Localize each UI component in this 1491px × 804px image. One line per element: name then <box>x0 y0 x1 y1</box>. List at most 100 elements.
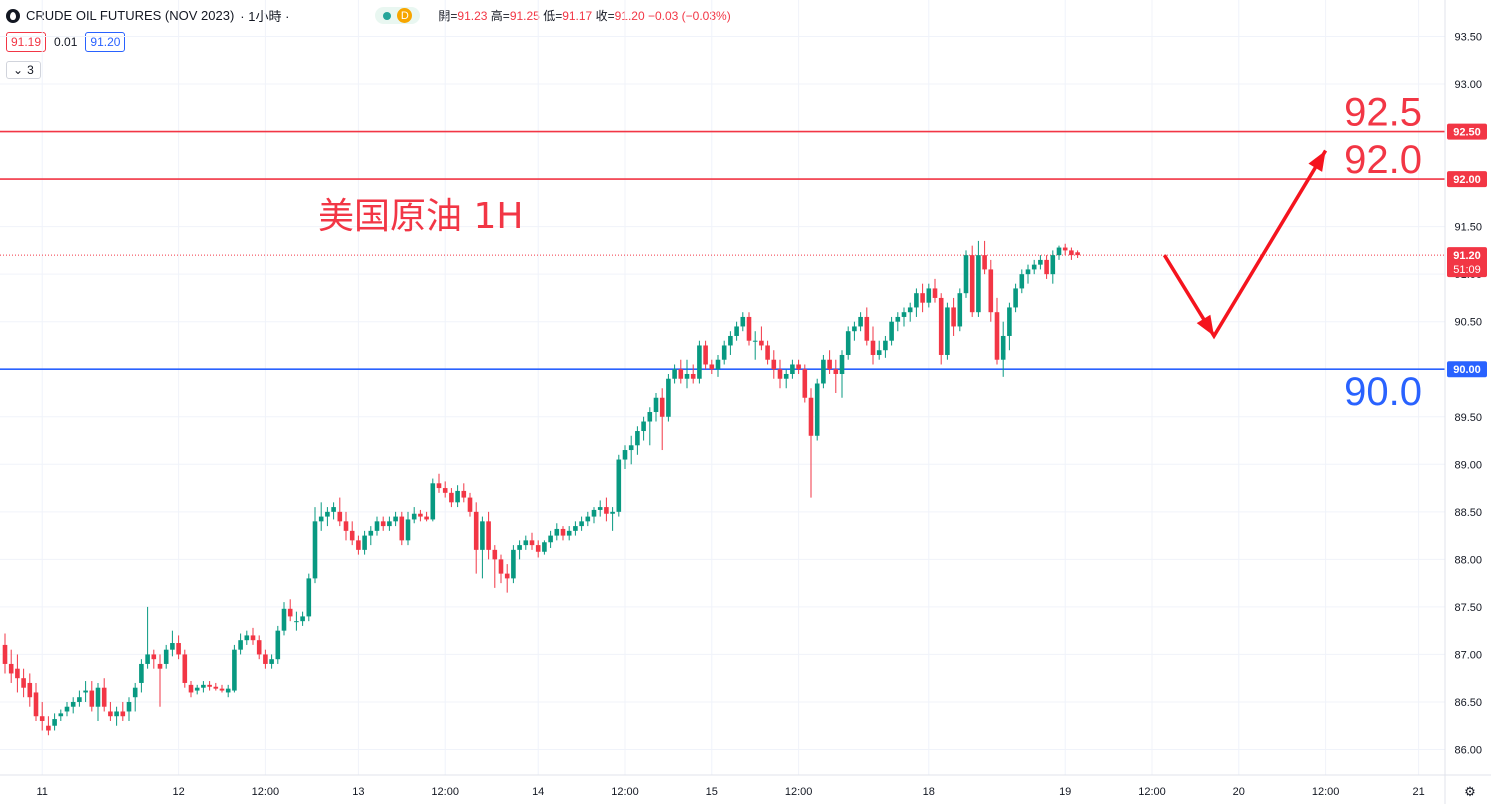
candle-body <box>294 621 299 623</box>
candle-body <box>721 345 727 360</box>
candle-body <box>1038 259 1043 265</box>
settings-gear-icon[interactable]: ⚙ <box>1464 784 1476 799</box>
candle-body <box>560 528 566 536</box>
candle-body <box>83 690 88 693</box>
candle-body <box>653 397 659 413</box>
candle <box>442 481 448 498</box>
candle-body <box>120 711 126 717</box>
candle-body <box>374 521 380 531</box>
candle <box>585 511 591 527</box>
market-status-badge[interactable]: D <box>375 7 421 24</box>
candle-body <box>765 345 770 360</box>
indicators-toggle-button[interactable]: ⌄ 3 <box>6 61 41 79</box>
candle <box>182 649 188 688</box>
candle-body <box>920 293 925 303</box>
candle <box>157 654 163 707</box>
candle-body <box>52 719 57 726</box>
last-price-label: 91.20 <box>1453 250 1481 262</box>
candle-body <box>566 530 572 536</box>
candle-body <box>114 711 119 717</box>
candle <box>969 245 975 317</box>
candle <box>790 359 795 379</box>
candle <box>387 516 392 531</box>
candle <box>461 483 467 503</box>
candle-body <box>151 654 157 660</box>
candle <box>250 627 256 645</box>
candle <box>858 312 863 332</box>
candle-body <box>976 255 981 313</box>
candle-body <box>399 516 405 541</box>
candle <box>492 545 498 588</box>
symbol-title[interactable]: CRUDE OIL FUTURES (NOV 2023) <box>26 8 235 23</box>
candle-body <box>498 559 504 574</box>
candle-body <box>932 288 938 298</box>
candle <box>244 630 250 645</box>
candle-body <box>1050 255 1056 275</box>
candle <box>1044 255 1049 279</box>
price-tick-label: 90.50 <box>1454 317 1482 329</box>
candle-body <box>839 354 845 374</box>
candle <box>821 354 826 389</box>
candle <box>920 283 925 313</box>
candle <box>938 293 944 365</box>
candle <box>839 350 845 398</box>
sell-price-button[interactable]: 91.19 <box>6 32 47 52</box>
candle-body <box>405 519 411 541</box>
time-tick-label: 18 <box>923 786 935 798</box>
candle <box>783 369 789 389</box>
candle-body <box>814 383 820 436</box>
candle <box>263 649 268 669</box>
candle-body <box>1031 264 1037 270</box>
candle <box>802 364 808 403</box>
candle-body <box>790 364 795 374</box>
candle <box>318 502 324 531</box>
candle <box>362 530 367 555</box>
candle-body <box>132 687 138 698</box>
candle <box>827 350 832 374</box>
candle <box>393 511 398 527</box>
candle-body <box>697 345 702 379</box>
candle <box>597 500 603 517</box>
candle-body <box>473 511 479 550</box>
candle-body <box>715 359 721 370</box>
candle <box>399 511 405 546</box>
time-axis[interactable]: 11 12 12:00 13 12:00 14 12:00 15 12:00 18 19 12:00 2… <box>0 774 1491 799</box>
candle-body <box>876 350 882 355</box>
candle-body <box>833 369 839 374</box>
candle-body <box>256 640 262 655</box>
candle-body <box>777 369 783 379</box>
candle <box>709 359 715 374</box>
close-value: 91.20 <box>614 9 645 23</box>
candle-body <box>591 509 597 517</box>
candle-body <box>325 511 330 517</box>
candle-body <box>108 711 113 717</box>
candle <box>876 340 882 360</box>
candle <box>907 302 913 322</box>
candle-body <box>492 549 498 560</box>
candle-body <box>287 608 293 617</box>
candle <box>926 283 932 308</box>
candle-body <box>213 686 219 689</box>
time-tick-label: 15 <box>706 786 718 798</box>
time-tick-label: 20 <box>1233 786 1245 798</box>
interval-label[interactable]: · 1小時 · <box>240 9 290 24</box>
candle-body <box>529 540 535 546</box>
buy-price-button[interactable]: 91.20 <box>85 32 126 52</box>
price-axis[interactable]: 93.5093.0092.5092.0091.5091.0090.5090.00… <box>1444 0 1487 804</box>
candle-body <box>337 511 343 522</box>
candle <box>560 526 566 541</box>
candle-body <box>2 644 8 664</box>
bar-countdown-label: 51:09 <box>1453 264 1481 276</box>
candle <box>424 511 429 522</box>
candle <box>120 701 126 721</box>
candle <box>2 633 8 674</box>
candle-body <box>275 630 281 660</box>
candle <box>430 478 436 522</box>
candle-body <box>331 507 336 512</box>
level-axis-badge <box>1447 123 1487 140</box>
candle-body <box>467 497 473 512</box>
candle <box>604 497 609 522</box>
candle <box>1056 245 1062 260</box>
candle-body <box>449 492 454 503</box>
